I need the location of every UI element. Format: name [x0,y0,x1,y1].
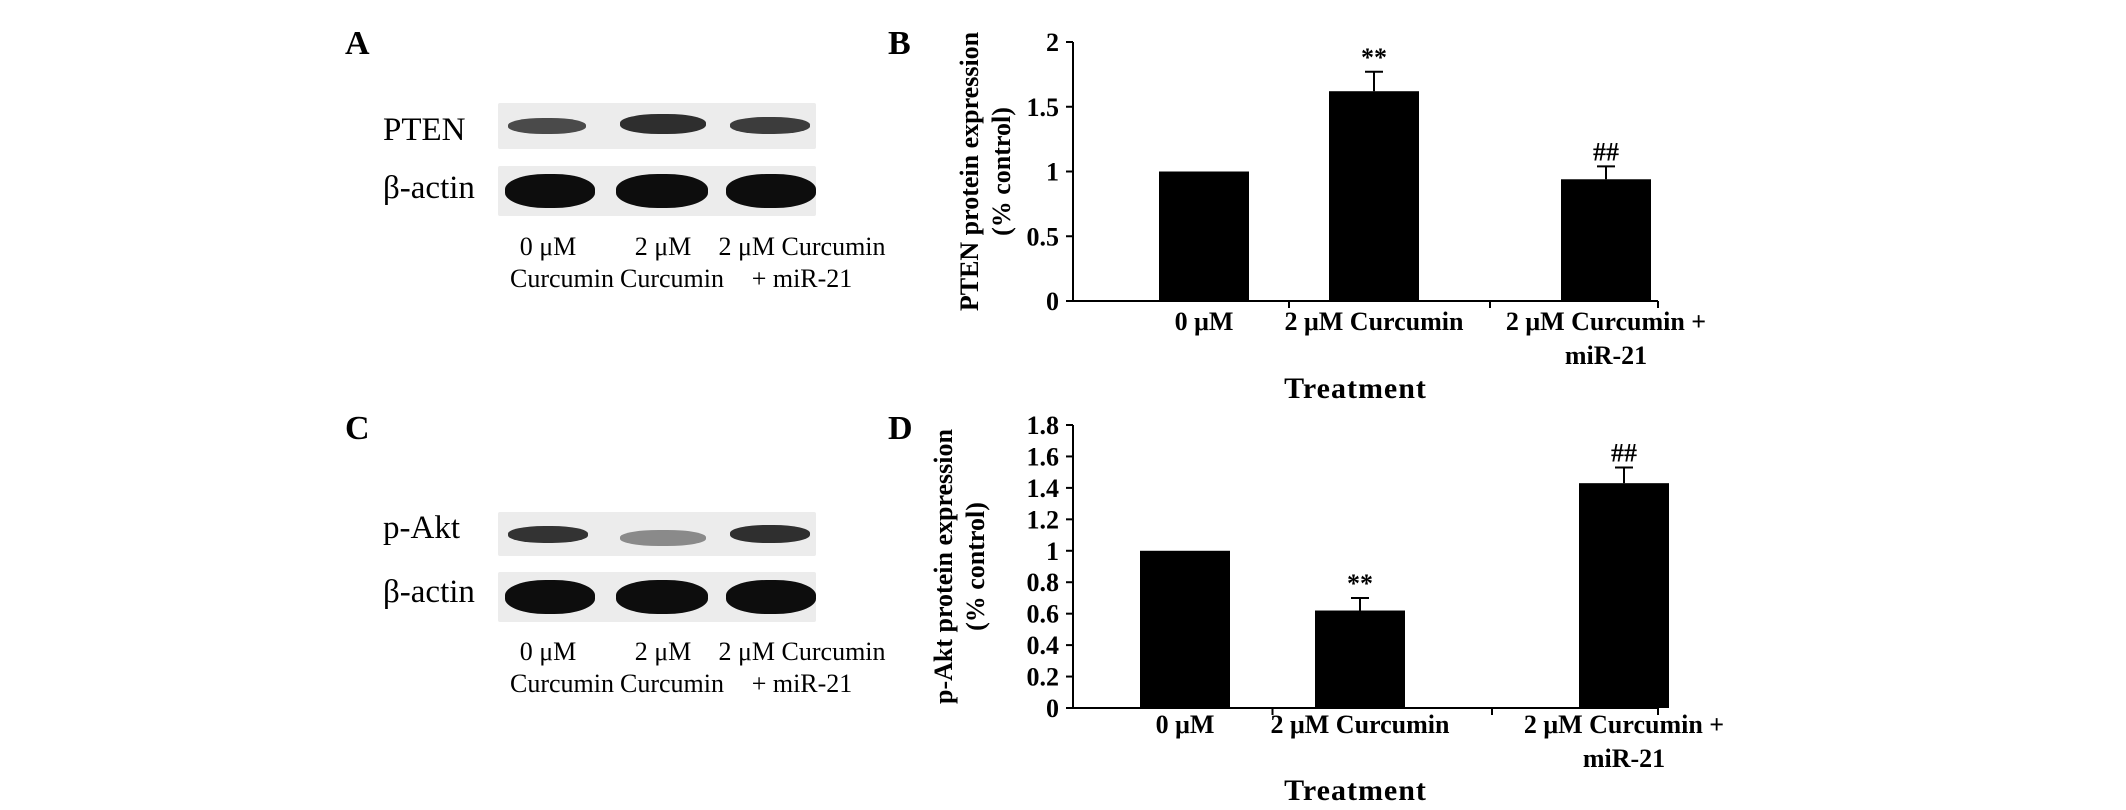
blot-row-label-beta-actin: β-actin [383,170,475,206]
lane-label-line: 0 μM [519,637,577,666]
category-label: 2 μM Curcumin + [1506,307,1706,336]
lane-label-line: 2 μM [634,637,692,666]
y-tick-label: 1 [1046,537,1059,566]
category-label: miR-21 [1565,341,1647,370]
blot-band [620,114,706,134]
significance-marker: ## [1611,438,1637,467]
lane-label: 2 μM Curcumin + miR-21 [717,636,887,700]
blot-row-label-pten: PTEN [383,112,466,148]
lane-label-line: 0 μM [519,232,577,261]
significance-marker: ** [1361,43,1387,72]
blot-band [620,530,706,546]
blot-band [616,174,708,208]
y-tick-label: 0 [1046,287,1059,316]
category-label: 2 μM Curcumin [1285,307,1464,336]
blot-band [508,118,586,134]
lane-label-line: 2 μM Curcumin [718,637,886,666]
blot-band [726,580,816,614]
y-tick-label: 1.6 [1027,442,1060,471]
blot-band [730,117,810,134]
y-tick-label: 2 [1046,28,1059,57]
y-tick-label: 0.4 [1027,631,1060,660]
bar [1159,171,1249,301]
category-label: 2 μM Curcumin [1271,710,1450,739]
panel-letter-b: B [888,25,911,62]
bar [1579,483,1669,708]
lane-label-line: + miR-21 [751,264,853,293]
x-axis-title: Treatment [1284,774,1427,807]
category-label: 0 μM [1156,710,1215,739]
category-label: 2 μM Curcumin + [1524,710,1724,739]
bar [1140,550,1230,708]
blot-band [616,580,708,614]
y-tick-label: 1.5 [1027,93,1060,122]
y-tick-label: 1.4 [1027,474,1060,503]
y-tick-label: 0.8 [1027,568,1060,597]
bar [1329,91,1419,302]
blot-band [730,525,810,543]
blot-band [505,174,595,208]
y-axis-title: p-Akt protein expression [929,428,958,703]
y-tick-label: 0.6 [1027,600,1060,629]
y-tick-label: 0.5 [1027,222,1060,251]
lane-label-line: + miR-21 [751,669,853,698]
bar [1315,610,1405,708]
panel-letter-d: D [888,410,913,447]
x-axis-title: Treatment [1284,372,1427,405]
y-axis-title: (% control) [961,502,990,631]
y-tick-label: 1 [1046,158,1059,187]
category-label: 0 μM [1175,307,1234,336]
y-tick-label: 0.2 [1027,663,1060,692]
lane-label: 2 μM Curcumin + miR-21 [717,231,887,295]
blot-row-label-p-akt: p-Akt [383,510,460,546]
y-tick-label: 1.2 [1027,505,1060,534]
y-tick-label: 0 [1046,694,1059,723]
blot-band [505,580,595,614]
bar [1561,179,1651,301]
category-label: miR-21 [1583,744,1665,773]
panel-letter-c: C [345,410,370,447]
panel-letter-a: A [345,25,370,62]
y-tick-label: 1.8 [1027,411,1060,440]
blot-band [508,526,588,543]
y-axis-title: (% control) [987,107,1016,236]
y-axis-title: PTEN protein expression [955,31,984,311]
significance-marker: ** [1347,569,1373,598]
significance-marker: ## [1593,137,1619,166]
lane-label-line: 2 μM [634,232,692,261]
blot-row-label-beta-actin: β-actin [383,574,475,610]
lane-label-line: 2 μM Curcumin [718,232,886,261]
blot-band [726,174,816,208]
